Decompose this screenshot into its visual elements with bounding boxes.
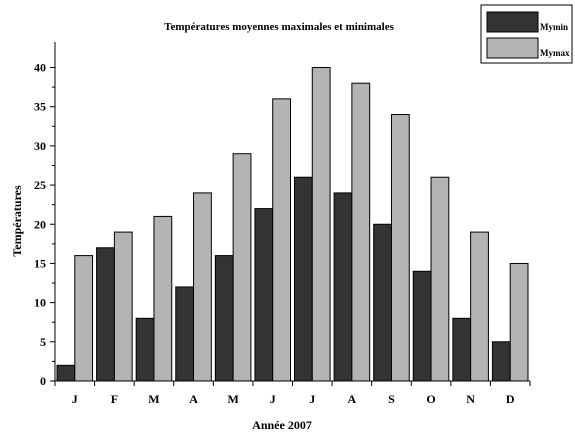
x-tick-label: A	[348, 392, 357, 406]
bar-mymax-9	[430, 176, 450, 382]
x-tick-label: M	[227, 392, 238, 406]
bar-mymin-8	[373, 223, 392, 382]
legend-swatch-mymin	[486, 11, 539, 33]
x-axis-label: Année 2007	[252, 418, 312, 432]
y-tick-label: 0	[40, 374, 46, 388]
bar-mymax-2	[153, 215, 173, 382]
plot-area: 0 5 10 15 20 25 30 35 40 J F M A M J J A S O N D	[34, 42, 531, 406]
x-tick-label: D	[506, 392, 515, 406]
y-tick-label: 20	[34, 217, 46, 231]
y-tick-label: 25	[34, 178, 46, 192]
bar-mymin-1	[96, 247, 115, 382]
bar-mymax-1	[113, 231, 133, 382]
y-tick-label: 30	[34, 139, 46, 153]
legend: Mymin Mymax	[480, 4, 573, 64]
bar-mymax-0	[74, 255, 94, 382]
bar-mymax-7	[351, 82, 371, 382]
y-tick-label: 10	[34, 296, 46, 310]
bar-mymin-11	[491, 341, 511, 382]
bar-mymin-4	[214, 255, 234, 382]
y-tick-label: 40	[34, 61, 46, 75]
bar-mymax-3	[193, 192, 212, 382]
bar-mymin-7	[333, 192, 353, 382]
x-tick-label: O	[426, 392, 435, 406]
y-axis-label: Températures	[10, 185, 24, 257]
bar-mymin-0	[56, 364, 76, 382]
bar-mymin-10	[452, 317, 472, 382]
bar-mymin-3	[175, 286, 195, 382]
bar-mymax-8	[390, 114, 410, 382]
legend-label-mymin: Mymin	[540, 22, 568, 32]
y-tick-label: 15	[34, 256, 46, 270]
chart-title: Températures moyennes maximales et minim…	[164, 21, 394, 33]
bar-mymax-4	[232, 153, 252, 382]
x-tick-label: J	[270, 392, 276, 406]
x-tick-label: M	[148, 392, 159, 406]
y-tick-label: 35	[34, 100, 46, 114]
bar-mymin-2	[135, 317, 155, 382]
y-tick-label: 5	[40, 335, 46, 349]
x-tick-label: S	[388, 392, 395, 406]
legend-swatch-mymax	[486, 37, 539, 59]
bar-mymin-5	[254, 208, 274, 382]
x-tick-label: F	[111, 392, 118, 406]
x-tick-label: J	[309, 392, 315, 406]
x-tick-label: A	[189, 392, 198, 406]
bar-mymax-11	[509, 262, 529, 382]
x-tick-label: N	[466, 392, 475, 406]
bar-mymin-6	[294, 176, 313, 382]
bar-mymin-9	[412, 270, 432, 382]
legend-label-mymax: Mymax	[540, 48, 570, 58]
x-tick-label: J	[72, 392, 78, 406]
bar-mymax-5	[272, 98, 291, 382]
bar-mymax-10	[470, 231, 489, 382]
bar-mymax-6	[311, 67, 331, 382]
